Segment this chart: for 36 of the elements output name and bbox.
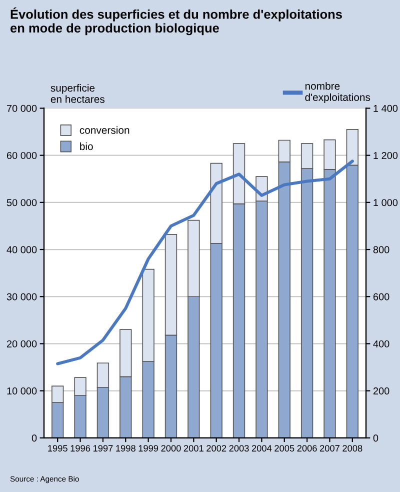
y2-tick-label: 1 400 xyxy=(374,104,398,112)
y-tick-label: 50 000 xyxy=(6,199,37,206)
x-tick-label: 1999 xyxy=(138,445,158,452)
line-series xyxy=(56,160,354,366)
chart-title: Évolution des superficies et du nombre d'exploitations en mode de production biologique xyxy=(10,7,342,36)
x-tick-label: 2000 xyxy=(161,445,181,452)
y2-tick-label: 1 200 xyxy=(374,152,398,160)
x-tick-label: 1998 xyxy=(116,445,136,452)
y2-tick-label: 200 xyxy=(373,387,390,395)
y2-tick-label: 800 xyxy=(373,246,390,254)
y2-tick-label: 0 xyxy=(373,434,378,442)
x-tick-label: 2006 xyxy=(297,445,317,452)
x-tick-label: 2002 xyxy=(206,445,226,452)
x-tick-label: 1996 xyxy=(70,445,90,452)
legend-label: conversion xyxy=(80,126,130,134)
y-tick-label: 10 000 xyxy=(7,387,37,395)
x-tick-label: 2003 xyxy=(229,445,249,452)
y-tick-label: 30 000 xyxy=(6,293,37,300)
y-tick-label: 20 000 xyxy=(6,340,37,348)
y-tick-label: 0 xyxy=(32,434,37,442)
y-tick-label: 40 000 xyxy=(6,246,37,254)
y2-tick-label: 1 000 xyxy=(374,199,398,206)
y-tick-label: 60 000 xyxy=(6,152,37,160)
x-tick-label: 2005 xyxy=(274,445,294,452)
y-tick-label: 70 000 xyxy=(6,104,37,112)
y2-tick-label: 600 xyxy=(373,293,390,300)
legend-label: nombre d'exploitations xyxy=(305,82,370,104)
x-tick-label: 1997 xyxy=(93,445,113,452)
x-tick-label: 2001 xyxy=(184,445,204,452)
x-tick-label: 2007 xyxy=(320,445,340,452)
legend-label: bio xyxy=(80,142,93,150)
x-tick-label: 2004 xyxy=(252,445,272,452)
x-tick-label: 2008 xyxy=(342,445,362,452)
y-axis-title: superficie en hectares xyxy=(50,84,104,103)
y2-tick-label: 400 xyxy=(373,340,390,348)
x-tick-label: 1995 xyxy=(48,445,68,452)
